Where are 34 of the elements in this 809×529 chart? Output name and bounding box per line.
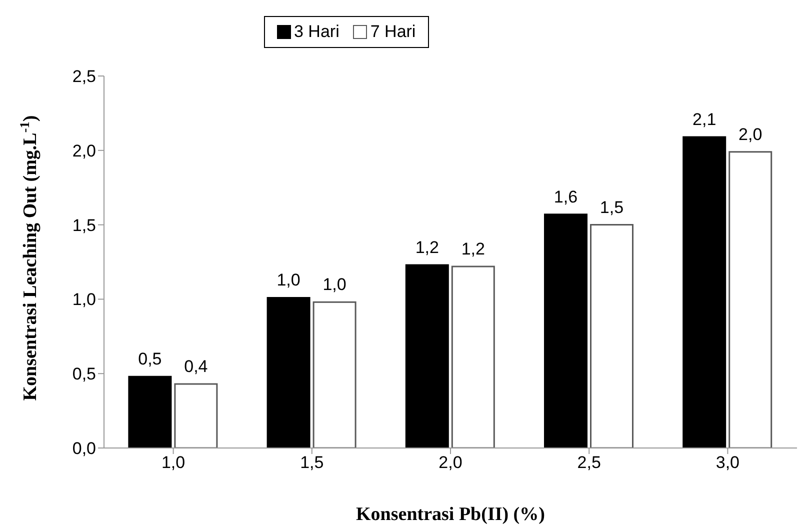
bar: [312, 301, 356, 448]
data-label: 0,4: [184, 357, 208, 376]
legend-label: 7 Hari: [369, 22, 416, 42]
bar: [128, 376, 172, 448]
bar: [266, 296, 310, 448]
x-tick-label: 2,5: [577, 453, 601, 472]
data-label: 1,2: [461, 239, 485, 258]
y-tick-label: 1,5: [72, 216, 96, 235]
y-tick-label: 0,0: [72, 439, 96, 458]
bar: [590, 224, 634, 448]
data-label: 2,0: [738, 124, 762, 144]
data-label: 1,0: [322, 275, 346, 294]
data-label: 2,1: [692, 110, 716, 130]
data-label: 1,6: [554, 187, 578, 206]
data-label: 1,2: [415, 238, 439, 257]
bar: [728, 151, 772, 448]
x-tick-label: 2,0: [438, 453, 462, 472]
x-tick-label: 1,5: [300, 453, 324, 472]
bar: [405, 264, 449, 448]
y-tick-label: 0,5: [72, 364, 96, 384]
bar: [544, 214, 588, 448]
x-tick-label: 3,0: [716, 453, 740, 472]
y-tick-label: 1,0: [72, 290, 96, 310]
x-axis-title: Konsentrasi Pb(II) (%): [356, 504, 545, 525]
x-tick-label: 1,0: [161, 453, 186, 472]
legend-label: 3 Hari: [293, 22, 340, 42]
y-tick-label: 2,0: [72, 141, 96, 160]
data-label: 0,5: [138, 350, 162, 369]
data-label: 1,0: [276, 270, 300, 290]
bar: [451, 266, 495, 448]
data-label: 1,5: [600, 198, 624, 217]
bar: [682, 136, 726, 448]
y-tick-label: 2,5: [72, 67, 96, 86]
bar: [174, 383, 218, 448]
